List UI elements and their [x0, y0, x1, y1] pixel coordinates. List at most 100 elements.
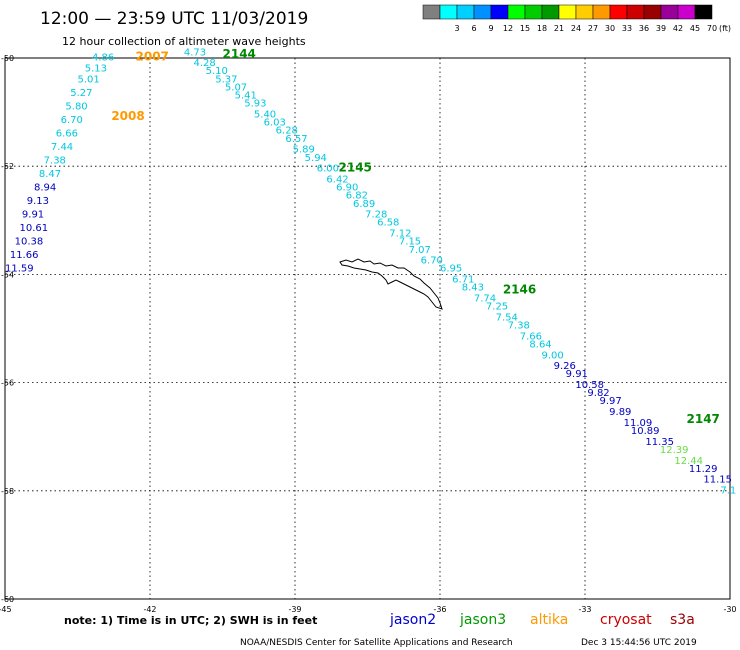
swh-value-label: 10.89 — [631, 426, 660, 437]
swh-value-label: 5.37 — [215, 74, 237, 85]
swh-value-label: 6.00 — [317, 164, 339, 175]
x-tick-label: -30 — [723, 605, 736, 614]
swh-value-label: 6.71 — [452, 275, 474, 286]
swh-value-label: 11.66 — [10, 250, 39, 261]
legend-swatch — [609, 4, 628, 20]
swh-value-label: 5.80 — [65, 101, 87, 112]
swh-value-label: 9.91 — [22, 210, 44, 221]
swh-value-label: 9.89 — [609, 407, 631, 418]
swh-value-label: 4.73 — [184, 47, 206, 58]
swh-value-label: 7.1 — [720, 486, 736, 497]
swh-value-label: 7.44 — [51, 142, 73, 153]
swh-value-label: 8.64 — [529, 339, 551, 350]
chart-title: 12:00 — 23:59 UTC 11/03/2019 — [40, 9, 308, 29]
x-tick-label: -39 — [288, 605, 301, 614]
legend-swatch — [677, 4, 696, 20]
legend-label: 15 — [520, 24, 530, 33]
swh-value-label: 7.07 — [409, 245, 431, 256]
swh-value-label: 5.93 — [244, 99, 266, 110]
legend-swatch — [507, 4, 526, 20]
swh-value-label: 6.82 — [346, 191, 368, 202]
chart-subtitle: 12 hour collection of altimeter wave hei… — [62, 35, 306, 48]
swh-value-label: 7.12 — [389, 229, 411, 240]
legend-swatch — [422, 4, 441, 20]
legend-swatch — [694, 4, 713, 20]
legend-swatch — [660, 4, 679, 20]
swh-value-label: 11.29 — [689, 464, 718, 475]
mission-label-jason3: jason3 — [459, 612, 506, 628]
x-tick-label: -36 — [433, 605, 446, 614]
legend-swatch — [490, 4, 509, 20]
swh-value-label: 7.25 — [486, 302, 508, 313]
swh-value-label: 6.70 — [421, 256, 443, 267]
y-tick-label: -50 — [1, 54, 14, 63]
swh-value-label: 10.38 — [15, 237, 44, 248]
legend-swatch — [524, 4, 543, 20]
mission-label-cryosat: cryosat — [600, 612, 652, 628]
swh-value-label: 6.42 — [326, 174, 348, 185]
swh-value-label: 4.86 — [92, 53, 114, 64]
mission-legend: jason2 jason3 altika cryosat s3a — [389, 612, 695, 628]
swh-value-label: 9.13 — [27, 196, 49, 207]
swh-value-label: 5.40 — [254, 110, 276, 121]
swh-value-label: 11.15 — [703, 475, 732, 486]
swh-observations: 4.865.135.01 5.27 5.80 6.70 6.66 7.44 7.38 8.47… — [5, 47, 736, 496]
pass-number-label: 2144 — [223, 47, 256, 61]
legend-swatch — [592, 4, 611, 20]
legend-unit: (ft) — [719, 24, 731, 33]
legend-label: 21 — [554, 24, 564, 33]
south-georgia-island — [339, 258, 443, 310]
legend-label: 36 — [639, 24, 649, 33]
mission-label-altika: altika — [530, 612, 568, 628]
legend-label: 3 — [454, 24, 459, 33]
y-tick-label: -54 — [1, 270, 14, 279]
swh-value-label: 7.28 — [365, 210, 387, 221]
y-tick-label: -58 — [1, 487, 14, 496]
swh-value-label: 9.97 — [600, 396, 622, 407]
legend-label: 42 — [673, 24, 683, 33]
legend-swatch — [626, 4, 645, 20]
y-tick-label: -52 — [1, 162, 14, 171]
swh-value-label: 6.57 — [285, 134, 307, 145]
legend-label: 18 — [537, 24, 547, 33]
swh-value-label: 6.70 — [61, 115, 83, 126]
timestamp: Dec 3 15:44:56 UTC 2019 — [581, 638, 697, 648]
swh-value-label: 7.74 — [474, 293, 496, 304]
swh-value-label: 10.61 — [20, 223, 49, 234]
swh-value-label: 9.26 — [554, 361, 576, 372]
legend-swatch — [575, 4, 594, 20]
legend-label: 27 — [588, 24, 598, 33]
swh-value-label: 11.35 — [645, 437, 674, 448]
swh-value-label: 6.03 — [264, 118, 286, 129]
pass-number-label: 2145 — [339, 161, 372, 175]
swh-value-label: 6.95 — [440, 264, 462, 275]
swh-value-label: 5.94 — [305, 153, 327, 164]
swh-value-label: 9.82 — [587, 388, 609, 399]
swh-value-label: 6.58 — [377, 218, 399, 229]
pass-number-label: 2146 — [503, 282, 536, 296]
legend-label: 24 — [571, 24, 581, 33]
x-tick-label: -33 — [578, 605, 591, 614]
swh-value-label: 5.07 — [225, 82, 247, 93]
legend-label: 6 — [471, 24, 476, 33]
legend-swatch — [439, 4, 458, 20]
swh-value-label: 5.10 — [206, 66, 228, 77]
swh-value-label: 12.39 — [660, 445, 689, 456]
legend-swatch — [643, 4, 662, 20]
y-tick-label: -60 — [1, 595, 14, 604]
legend-label: 12 — [503, 24, 513, 33]
legend-label: 70 — [707, 24, 717, 33]
swh-value-label: 5.01 — [78, 74, 100, 85]
axis-tick-labels: -45 -42 -39 -36 -33 -30 -50 -52 -54 -56 -58 -60 — [0, 54, 737, 614]
legend-label: 9 — [488, 24, 493, 33]
x-tick-label: -45 — [0, 605, 12, 614]
mission-label-jason2: jason2 — [389, 612, 436, 628]
legend-swatch — [456, 4, 475, 20]
swh-value-label: 6.89 — [353, 199, 375, 210]
swh-value-label: 7.66 — [520, 331, 542, 342]
swh-value-label: 9.91 — [566, 369, 588, 380]
swh-value-label: 5.13 — [85, 64, 107, 75]
legend-label: 39 — [656, 24, 666, 33]
footer-note: note: 1) Time is in UTC; 2) SWH is in fe… — [64, 614, 317, 627]
